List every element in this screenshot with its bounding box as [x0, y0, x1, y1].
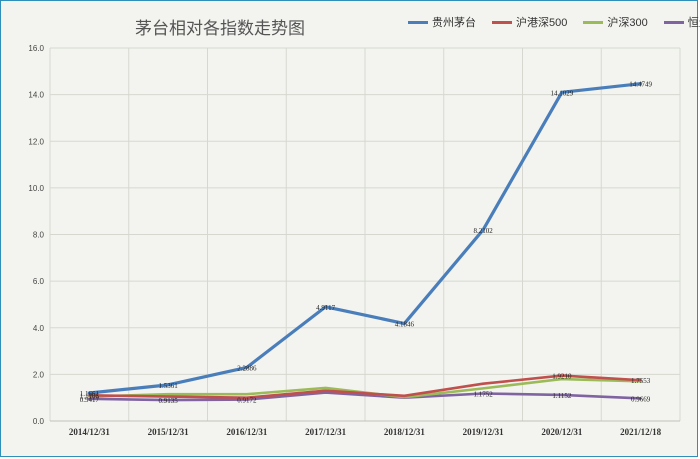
- chart-title: 茅台相对各指数走势图: [135, 19, 305, 39]
- data-label: 1.1752: [474, 390, 494, 398]
- legend-label-hs300: 沪深300: [607, 17, 648, 29]
- data-label: 1.7553: [631, 377, 651, 385]
- legend: 贵州茅台 沪港深500 沪深300 恒生指数: [408, 14, 700, 30]
- data-label: 4.1846: [395, 321, 415, 329]
- legend-item-maotai: 贵州茅台: [408, 14, 476, 30]
- data-label: 0.9135: [159, 397, 179, 405]
- legend-label-maotai: 贵州茅台: [432, 17, 476, 29]
- legend-swatch-maotai: [408, 20, 428, 24]
- legend-swatch-hs300: [583, 20, 604, 24]
- y-tick-label: 0.0: [33, 417, 45, 426]
- x-tick-label: 2021/12/18: [620, 427, 662, 437]
- x-tick-label: 2020/12/31: [541, 427, 583, 437]
- legend-swatch-hsi: [663, 20, 684, 24]
- data-label: 1.5361: [159, 382, 179, 390]
- data-label: 1.1661: [80, 390, 100, 398]
- y-tick-label: 16.0: [28, 44, 44, 53]
- series-line-3: [88, 391, 642, 402]
- y-tick-label: 12.0: [28, 137, 44, 146]
- y-tick-label: 10.0: [28, 184, 44, 193]
- data-label: 0.9172: [237, 397, 257, 405]
- y-tick-label: 14.0: [28, 91, 44, 100]
- data-label: 1.1152: [552, 392, 571, 400]
- x-tick-label: 2019/12/31: [463, 427, 505, 437]
- data-label: 14.1029: [551, 89, 574, 97]
- legend-label-hks500: 沪港深500: [516, 17, 568, 29]
- legend-item-hks500: 沪港深500: [492, 14, 567, 30]
- x-tick-label: 2016/12/31: [226, 427, 268, 437]
- x-tick-label: 2017/12/31: [305, 427, 347, 437]
- x-tick-label: 2014/12/31: [69, 427, 111, 437]
- data-label: 0.9417: [80, 396, 100, 404]
- series-line-0: [87, 82, 643, 395]
- legend-label-hsi: 恒生指数: [687, 17, 700, 29]
- data-label: 14.4749: [629, 81, 652, 89]
- data-label: 1.9210: [552, 373, 572, 381]
- y-tick-label: 6.0: [33, 277, 45, 286]
- data-label: 1.1106: [80, 392, 99, 400]
- legend-swatch-hks500: [492, 20, 512, 24]
- data-label: 8.2102: [474, 227, 494, 235]
- legend-item-hs300: 沪深300: [583, 14, 648, 30]
- y-tick-label: 8.0: [33, 231, 45, 240]
- y-tick-label: 4.0: [33, 324, 45, 333]
- data-label: 0.9669: [631, 395, 651, 403]
- x-tick-label: 2015/12/31: [148, 427, 190, 437]
- data-label: 4.9117: [316, 304, 335, 312]
- legend-item-hsi: 恒生指数: [663, 14, 700, 30]
- data-label: 2.2886: [237, 364, 257, 372]
- y-tick-label: 2.0: [33, 370, 45, 379]
- x-tick-label: 2018/12/31: [384, 427, 426, 437]
- series-line-1: [88, 374, 642, 399]
